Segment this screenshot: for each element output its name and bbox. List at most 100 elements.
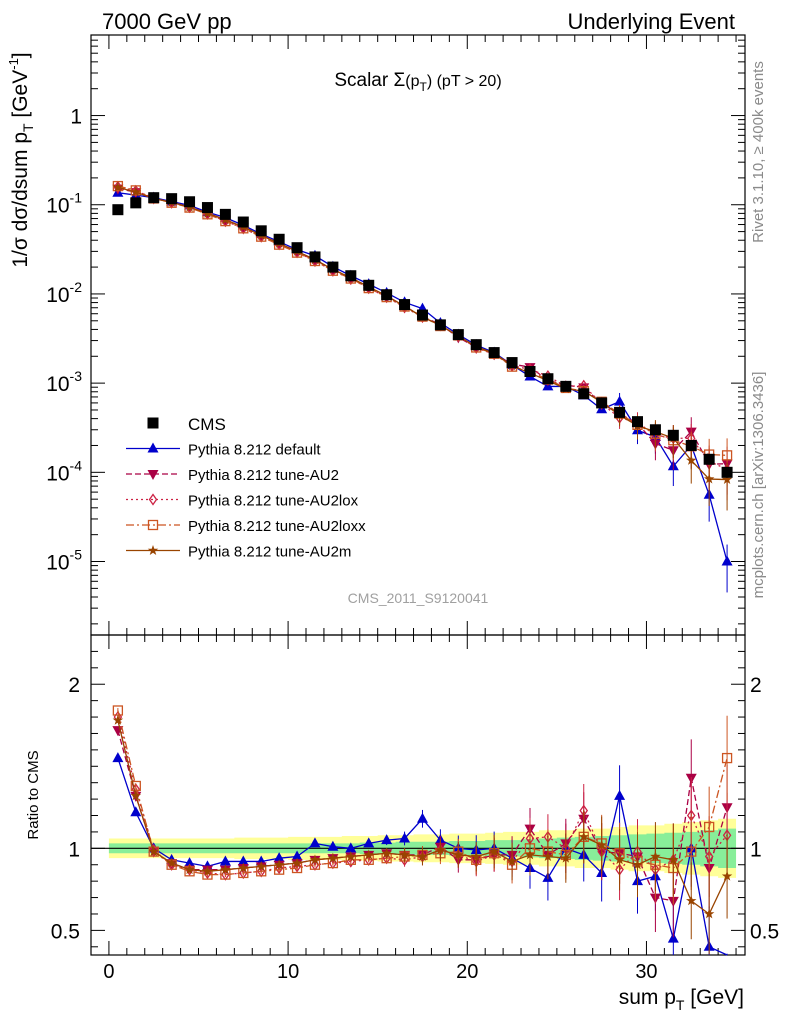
legend-label-1: Pythia 8.212 tune-AU2 bbox=[188, 467, 339, 484]
chart-title: Scalar Σ(pT) (pT > 20) bbox=[334, 70, 501, 94]
legend-marker-1 bbox=[147, 470, 159, 480]
y-tick-label: 1 bbox=[70, 106, 82, 129]
ratio-marker-2 bbox=[149, 843, 159, 857]
ratio-marker-0 bbox=[614, 789, 626, 800]
ratio-marker-4 bbox=[471, 851, 482, 861]
ratio-marker-4 bbox=[668, 854, 679, 865]
legend-marker-data bbox=[147, 417, 159, 429]
ratio-marker-4 bbox=[363, 849, 374, 860]
header-topic: Underlying Event bbox=[567, 9, 735, 34]
main-marker-4 bbox=[686, 454, 697, 465]
data-point bbox=[237, 216, 249, 228]
ratio-marker-4 bbox=[703, 908, 715, 919]
ratio-marker-3 bbox=[686, 846, 697, 857]
ratio-tick-label-right: 0.5 bbox=[750, 920, 779, 943]
ratio-marker-4 bbox=[578, 831, 589, 842]
legend-marker-4 bbox=[147, 545, 159, 555]
analysis-id: CMS_2011_S9120041 bbox=[348, 590, 489, 606]
data-point bbox=[399, 299, 411, 311]
ratio-tick-label-left: 0.5 bbox=[51, 920, 80, 943]
data-point bbox=[596, 397, 608, 409]
ratio-marker-4 bbox=[650, 851, 661, 861]
data-point bbox=[381, 289, 393, 301]
ratio-marker-0 bbox=[399, 832, 411, 843]
data-point bbox=[685, 439, 697, 451]
ratio-marker-0 bbox=[667, 932, 679, 943]
ratio-tick-label-left: 2 bbox=[68, 674, 80, 697]
ratio-marker-4 bbox=[309, 854, 321, 865]
y-tick-label: 10-1 bbox=[46, 190, 82, 218]
header-beam: 7000 GeV pp bbox=[102, 9, 232, 34]
legend-marker-2 bbox=[148, 493, 158, 506]
data-point bbox=[524, 366, 536, 378]
ratio-marker-0 bbox=[381, 834, 393, 845]
ratio-marker-4 bbox=[255, 860, 267, 871]
x-tick-label: 30 bbox=[635, 961, 657, 983]
legend-marker-3 bbox=[147, 519, 159, 531]
data-point bbox=[201, 202, 213, 214]
legend-label-0: Pythia 8.212 default bbox=[188, 442, 321, 459]
data-point bbox=[452, 329, 464, 341]
ratio-marker-4 bbox=[686, 895, 697, 906]
data-point bbox=[327, 261, 339, 273]
y-tick-label: 10-3 bbox=[46, 368, 82, 396]
main-marker-0 bbox=[614, 395, 626, 406]
ratio-series bbox=[112, 705, 733, 956]
legend-label-data: CMS bbox=[188, 415, 226, 434]
data-point bbox=[506, 357, 518, 369]
ratio-marker-4 bbox=[488, 846, 500, 857]
ratio-marker-0 bbox=[309, 837, 321, 848]
rivet-version: Rivet 3.1.10, ≥ 400k events bbox=[750, 61, 767, 243]
ratio-marker-0 bbox=[219, 855, 231, 866]
data-point bbox=[273, 233, 285, 245]
data-point bbox=[363, 279, 375, 291]
ratio-marker-0 bbox=[237, 855, 249, 866]
ratio-marker-4 bbox=[632, 859, 643, 870]
data-point bbox=[416, 309, 428, 321]
legend: CMS Pythia 8.212 default Pythia 8.212 tune… bbox=[126, 415, 366, 561]
data-point bbox=[148, 192, 160, 204]
data-point bbox=[488, 347, 500, 359]
data-point bbox=[291, 242, 303, 254]
data-point bbox=[309, 251, 321, 263]
ratio-marker-4 bbox=[721, 870, 733, 881]
ratio-marker-4 bbox=[345, 851, 357, 861]
main-marker-2 bbox=[113, 180, 123, 194]
ratio-marker-0 bbox=[130, 806, 142, 817]
ratio-marker-3 bbox=[721, 752, 733, 764]
main-marker-4 bbox=[112, 181, 124, 192]
ratio-marker-0 bbox=[345, 842, 357, 853]
ratio-marker-0 bbox=[291, 850, 303, 861]
data-point bbox=[631, 416, 643, 428]
ratio-marker-0 bbox=[363, 837, 375, 848]
mcplots-credit: mcplots.cern.ch [arXiv:1306.3436] bbox=[750, 372, 767, 599]
data-point bbox=[112, 204, 124, 216]
y-tick-label: 10-4 bbox=[46, 457, 82, 485]
data-point bbox=[255, 225, 267, 237]
ratio-marker-4 bbox=[453, 849, 464, 860]
y-axis-label: 1/σ dσ/dsum pT [GeV-1] bbox=[6, 52, 36, 267]
ratio-marker-4 bbox=[148, 846, 159, 857]
main-line-4 bbox=[117, 186, 728, 481]
data-point bbox=[667, 429, 679, 441]
main-marker-0 bbox=[721, 555, 733, 566]
ratio-marker-4 bbox=[166, 857, 177, 868]
y-tick-label: 10-2 bbox=[46, 279, 82, 307]
ratio-marker-4 bbox=[291, 857, 303, 868]
ratio-tick-label-right: 2 bbox=[750, 674, 762, 697]
main-marker-4 bbox=[721, 474, 733, 484]
ratio-marker-4 bbox=[524, 849, 536, 860]
x-tick-label: 20 bbox=[456, 961, 478, 983]
main-marker-2 bbox=[131, 184, 141, 198]
data-point bbox=[434, 319, 446, 331]
ratio-tick-label-left: 1 bbox=[68, 838, 80, 861]
ratio-marker-0 bbox=[112, 752, 124, 763]
ratio-marker-4 bbox=[542, 851, 554, 861]
y-tick-label: 10-5 bbox=[46, 547, 82, 575]
data-point bbox=[649, 424, 661, 436]
data-point bbox=[721, 466, 733, 478]
x-tick-label: 10 bbox=[277, 961, 299, 983]
ratio-marker-4 bbox=[381, 847, 392, 858]
main-marker-4 bbox=[703, 473, 715, 484]
